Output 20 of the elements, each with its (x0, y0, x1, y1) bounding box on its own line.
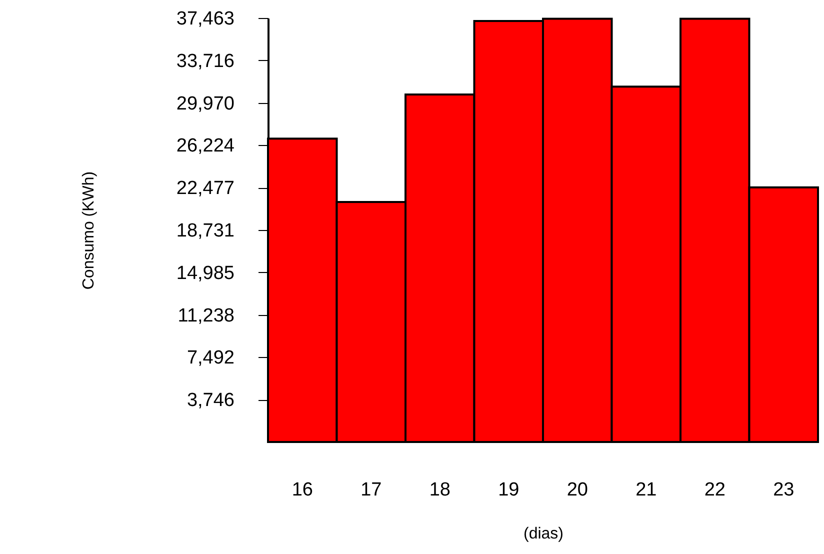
x-tick-label: 16 (292, 480, 313, 500)
x-axis-title: (dias) (523, 526, 564, 542)
y-tick-label: 29,970 (176, 93, 234, 114)
y-axis-title: Consumo (KWh) (80, 171, 98, 290)
y-tick-label: 7,492 (186, 348, 234, 369)
y-tick-label: 22,477 (176, 178, 234, 200)
x-tick-label: 22 (704, 480, 726, 500)
y-tick-label: 18,731 (176, 220, 234, 242)
x-tick-label: 20 (566, 480, 588, 500)
y-tick-label: 3,746 (186, 390, 234, 412)
x-tick-label: 19 (498, 480, 520, 500)
y-tick-label: 11,238 (178, 305, 234, 326)
y-tick-label: 26,224 (176, 136, 235, 157)
y-tick-label: 37,463 (176, 8, 234, 30)
x-tick-label: 17 (360, 480, 382, 500)
x-tick-label: 23 (773, 480, 794, 500)
y-tick-label: 14,985 (176, 262, 234, 284)
y-tick-label: 33,716 (176, 50, 234, 72)
x-tick-label: 18 (429, 480, 450, 500)
x-tick-label: 21 (636, 480, 657, 500)
